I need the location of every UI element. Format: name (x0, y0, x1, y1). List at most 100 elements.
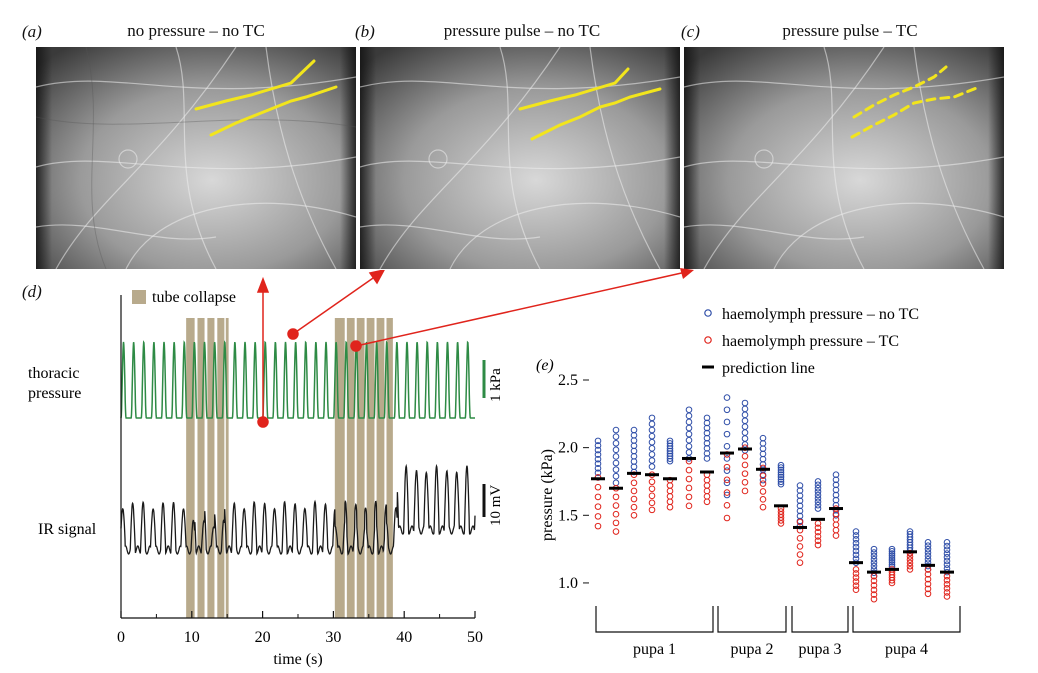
no-tc-point (777, 461, 785, 469)
tc-point (741, 453, 749, 460)
ir-signal-trace (120, 463, 476, 556)
tc-point (924, 590, 932, 598)
tube-collapse-bar (346, 318, 355, 618)
no-tc-point (723, 394, 731, 401)
arrow-to-c (355, 268, 694, 347)
no-tc-point (612, 439, 620, 447)
tc-point (906, 553, 914, 560)
no-tc-point (703, 450, 711, 457)
no-tc-point (852, 547, 860, 555)
tc-point (759, 472, 767, 480)
tc-point (796, 559, 804, 566)
no-tc-point (796, 482, 804, 489)
no-tc-point (703, 439, 711, 447)
tc-point (943, 585, 951, 592)
tc-point (723, 463, 731, 471)
e-group-brackets: pupa 1 pupa 2 pupa 3 pupa 4 (595, 606, 961, 658)
no-tc-point (888, 548, 896, 555)
no-tc-point (741, 399, 749, 407)
no-tc-point (703, 455, 711, 462)
no-tc-point (648, 414, 656, 422)
tc-point (870, 577, 878, 585)
d-x-tick-label: 40 (396, 629, 412, 646)
d-x-ticks: 0 10 20 30 40 50 (117, 611, 483, 646)
legend-no-tc-marker (704, 309, 712, 317)
tc-point (759, 480, 767, 487)
panel-e-letter: (e) (536, 357, 554, 374)
no-tc-point (666, 457, 674, 465)
tc-point (723, 514, 731, 522)
tc-point (630, 511, 638, 519)
no-tc-point (685, 406, 693, 414)
tc-point (666, 493, 674, 500)
no-tc-point (796, 487, 804, 494)
xray-image-c (684, 47, 1004, 269)
no-tc-point (814, 495, 822, 502)
tc-point (685, 484, 693, 492)
no-tc-point (796, 502, 804, 510)
no-tc-point (666, 440, 674, 447)
tc-point (814, 541, 822, 549)
no-tc-point (703, 419, 711, 427)
no-tc-point (852, 539, 860, 547)
no-tc-point (685, 442, 693, 450)
tube-collapse-bar (356, 318, 365, 618)
tc-point (630, 487, 638, 495)
tc-point (759, 488, 767, 495)
no-tc-point (612, 479, 620, 487)
tc-point (723, 476, 731, 484)
tc-point (594, 503, 602, 510)
tube-collapse-legend-label: tube collapse (152, 289, 236, 306)
no-tc-point (723, 418, 731, 426)
tc-point (924, 570, 932, 578)
tc-point (741, 461, 749, 469)
no-tc-point (796, 507, 804, 515)
tc-point (814, 533, 822, 540)
no-tc-point (852, 528, 860, 535)
tc-point (832, 521, 840, 529)
legend-tc-label: haemolymph pressure – TC (722, 333, 899, 350)
no-tc-point (666, 455, 674, 462)
tc-point (906, 559, 914, 567)
no-tc-point (723, 467, 731, 474)
no-tc-point (777, 469, 785, 476)
no-tc-point (594, 442, 602, 449)
no-tc-point (685, 418, 693, 426)
tube-collapse-legend-swatch (132, 290, 146, 304)
tc-point (594, 522, 602, 530)
no-tc-point (814, 478, 822, 485)
tc-point (796, 543, 804, 550)
tube-collapse-bar (186, 318, 195, 618)
arrow-head-a (256, 276, 270, 293)
no-tc-point (612, 453, 620, 460)
marker-b (287, 328, 299, 340)
tc-point (796, 551, 804, 558)
tc-point (943, 576, 951, 584)
no-tc-point (852, 532, 860, 539)
no-tc-point (666, 437, 674, 445)
tc-point (759, 496, 767, 503)
tc-point (852, 570, 860, 577)
no-tc-point (888, 550, 896, 557)
group-bracket (717, 606, 787, 633)
no-tc-point (594, 451, 602, 458)
no-tc-point (832, 491, 840, 499)
no-tc-point (943, 557, 951, 565)
tc-point (594, 483, 602, 491)
tc-point (814, 528, 822, 536)
no-tc-point (741, 411, 749, 419)
d-x-tick-label: 30 (325, 629, 341, 646)
tc-point (703, 476, 711, 484)
tube-collapse-bar (207, 318, 215, 618)
tube-collapse-bar (217, 318, 225, 618)
legend-no-tc-label: haemolymph pressure – no TC (722, 306, 919, 323)
no-tc-point (612, 466, 620, 473)
no-tc-point (832, 481, 840, 489)
tube-collapse-bar (376, 318, 385, 618)
no-tc-point (888, 561, 896, 568)
no-tc-point (943, 542, 951, 550)
no-tc-point (777, 464, 785, 471)
panel-c-letter: (c) (681, 22, 700, 41)
e-data-points (591, 394, 954, 603)
tc-point (796, 534, 804, 542)
